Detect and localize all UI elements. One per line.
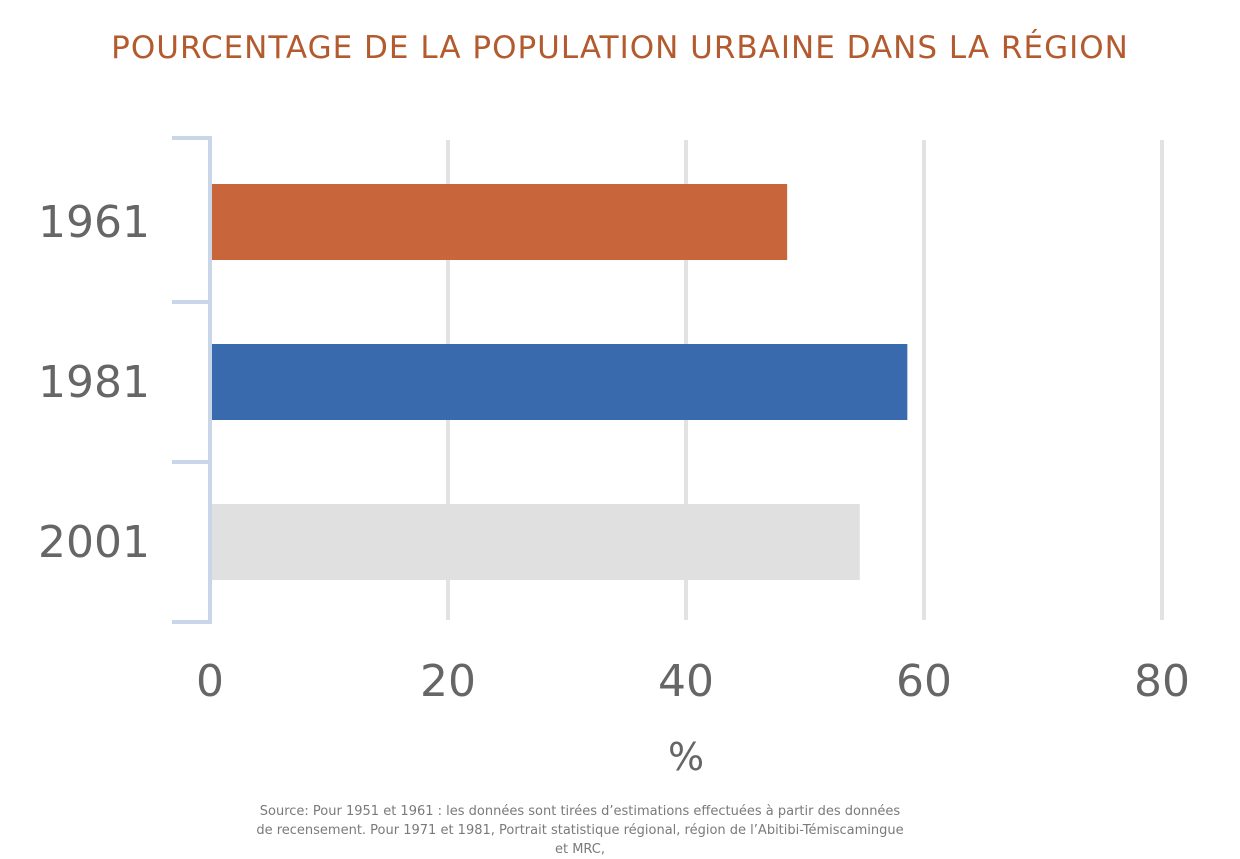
y-tick-label-1961: 1961 — [38, 197, 150, 248]
source-note: Source: Pour 1951 et 1961 : les données … — [256, 804, 904, 857]
x-axis-label: % — [668, 735, 704, 779]
bar-1981 — [212, 344, 908, 420]
y-tick-label-1981: 1981 — [38, 357, 150, 408]
chart-title: POURCENTAGE DE LA POPULATION URBAINE DAN… — [111, 30, 1129, 66]
x-tick-label-60: 60 — [896, 656, 952, 707]
x-tick-labels: 0 20 40 60 80 — [196, 656, 1190, 707]
x-tick-label-0: 0 — [196, 656, 224, 707]
x-tick-label-80: 80 — [1134, 656, 1190, 707]
y-tick-label-2001: 2001 — [38, 517, 150, 568]
bar-2001 — [212, 504, 860, 580]
y-tick-labels: 1961 1981 2001 — [38, 197, 150, 568]
x-tick-label-20: 20 — [420, 656, 476, 707]
bar-1961 — [212, 184, 788, 260]
bar-chart: 1961 1981 2001 0 20 40 60 80 % — [38, 136, 1190, 779]
y-axis — [172, 136, 212, 624]
x-tick-label-40: 40 — [658, 656, 714, 707]
bars — [212, 184, 908, 580]
